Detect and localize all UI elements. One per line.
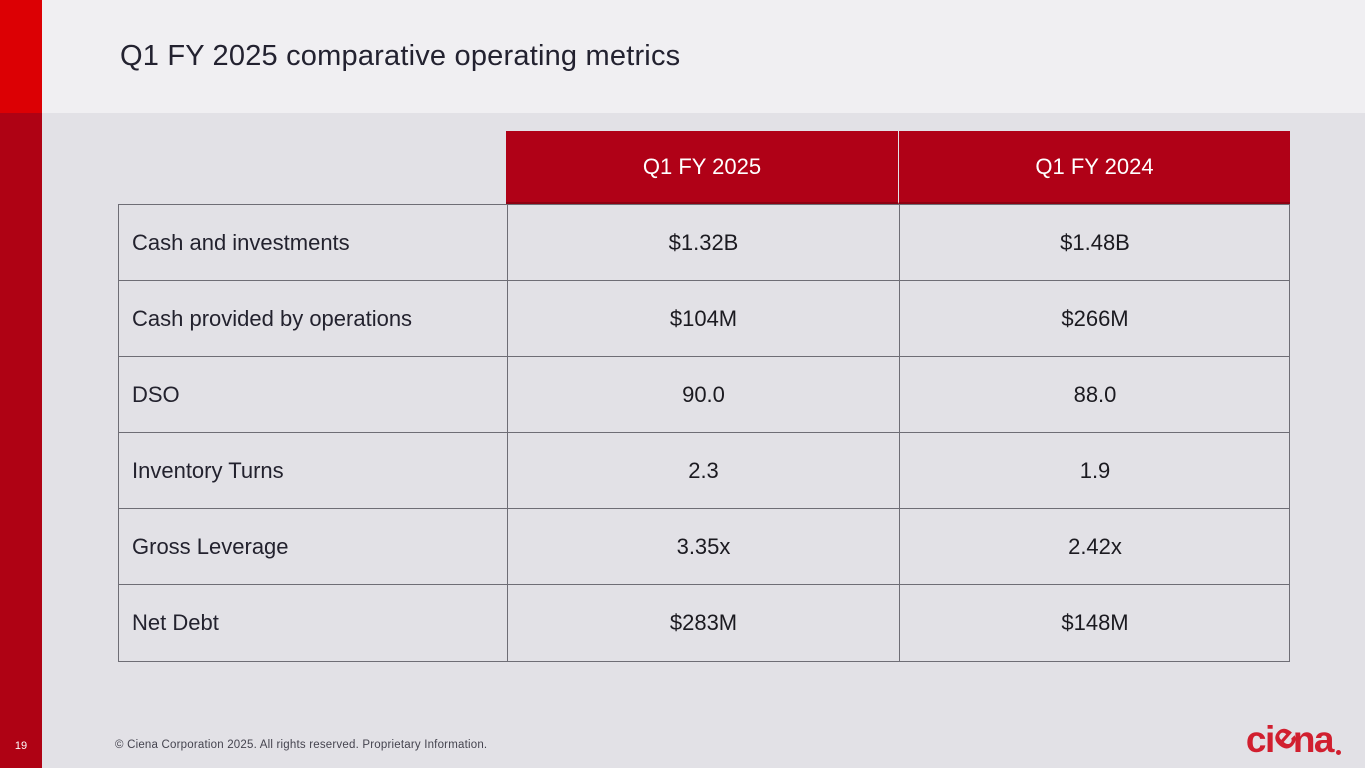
table-header-row: Q1 FY 2025 Q1 FY 2024 — [506, 131, 1290, 204]
row-label: Net Debt — [132, 610, 219, 635]
row-value-fy2025: $104M — [507, 281, 899, 356]
row-label: Inventory Turns — [132, 457, 284, 483]
table-row: Inventory Turns 2.3 1.9 — [119, 433, 1289, 509]
ciena-logo: ci e na — [1245, 717, 1341, 760]
logo-text-ci: ci — [1245, 719, 1275, 760]
table-row: Cash and investments $1.32B $1.48B — [119, 205, 1289, 281]
column-header-q1-fy2024: Q1 FY 2024 — [898, 131, 1290, 204]
row-value-fy2024: $1.48B — [899, 205, 1290, 280]
row-value-fy2024: $148M — [899, 585, 1290, 661]
table-row: Cash provided by operations $104M $266M — [119, 281, 1289, 357]
left-accent-bar — [0, 0, 42, 768]
operating-metrics-table: Q1 FY 2025 Q1 FY 2024 Cash and investmen… — [118, 131, 1290, 662]
copyright-text: © Ciena Corporation 2025. All rights res… — [115, 739, 488, 751]
table-row: Net Debt $283M $148M — [119, 585, 1289, 661]
row-label: Cash provided by operations — [132, 305, 413, 331]
row-value-fy2024: 88.0 — [899, 357, 1290, 432]
row-value-fy2024: 2.42x — [899, 509, 1290, 584]
row-value-fy2025: $1.32B — [507, 205, 899, 280]
row-value-fy2025: 2.3 — [507, 433, 899, 508]
title-band — [0, 0, 1365, 113]
left-accent-bar-bottom — [0, 113, 42, 768]
row-value-fy2025: 90.0 — [507, 357, 899, 432]
table-row: DSO 90.0 88.0 — [119, 357, 1289, 433]
row-label: Gross Leverage — [132, 533, 289, 559]
column-header-q1-fy2025: Q1 FY 2025 — [506, 131, 898, 204]
logo-text-na: na — [1292, 719, 1335, 760]
page-number: 19 — [14, 740, 28, 752]
left-accent-bar-top — [0, 0, 42, 113]
row-label: DSO — [132, 381, 180, 407]
logo-trademark-dot — [1336, 750, 1341, 755]
table-body: Cash and investments $1.32B $1.48B Cash … — [118, 204, 1290, 662]
page-title: Q1 FY 2025 comparative operating metrics — [120, 40, 681, 72]
table-row: Gross Leverage 3.35x 2.42x — [119, 509, 1289, 585]
row-label: Cash and investments — [132, 229, 350, 255]
row-value-fy2025: 3.35x — [507, 509, 899, 584]
row-value-fy2024: $266M — [899, 281, 1290, 356]
row-value-fy2024: 1.9 — [899, 433, 1290, 508]
row-value-fy2025: $283M — [507, 585, 899, 661]
